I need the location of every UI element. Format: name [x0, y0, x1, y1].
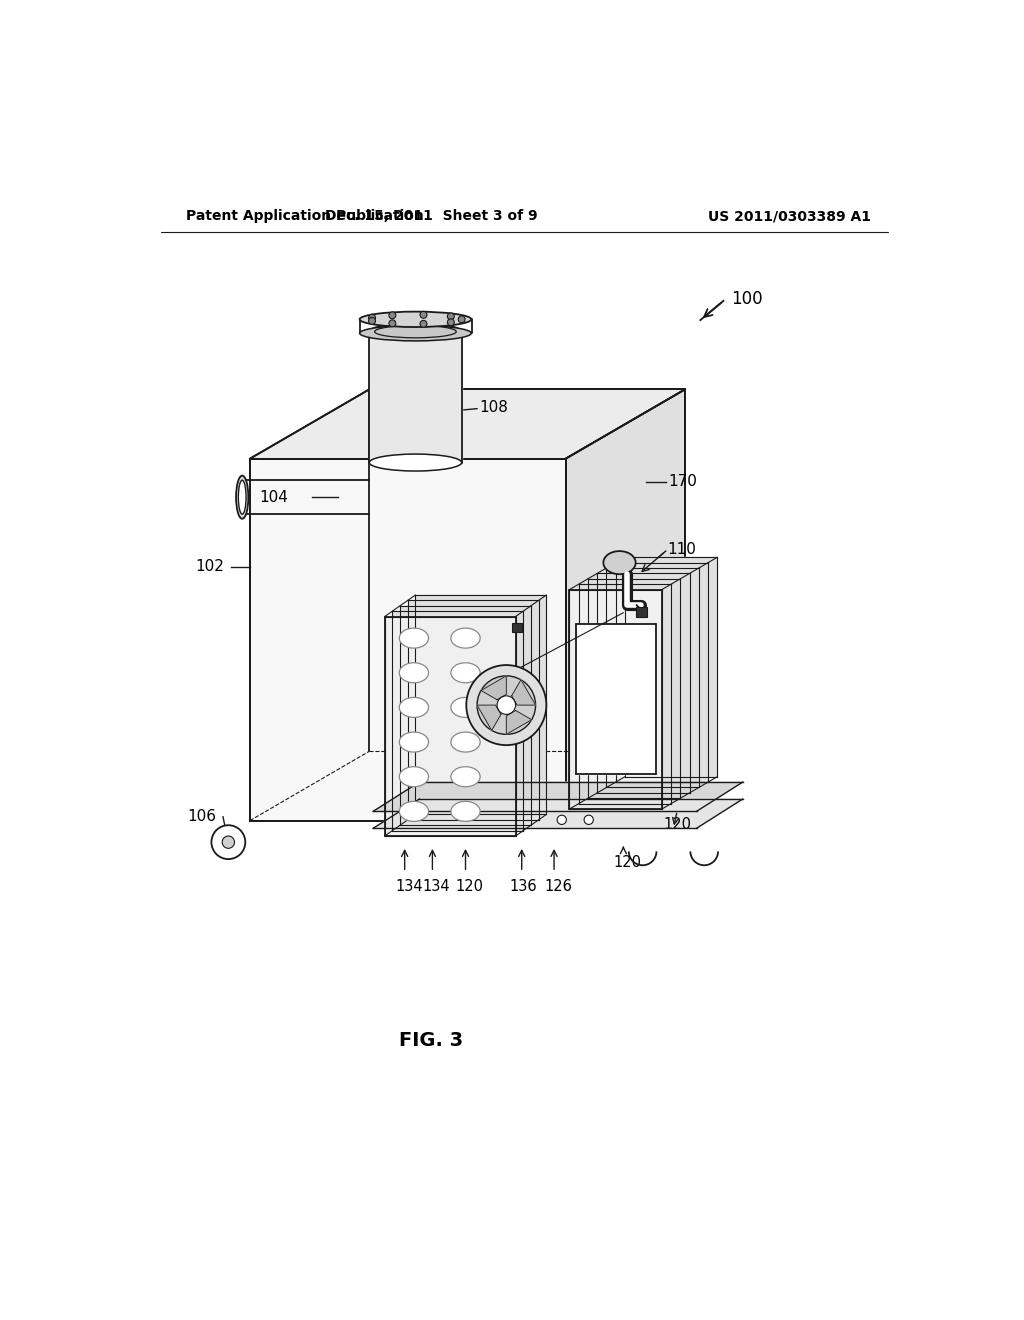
- Polygon shape: [250, 459, 565, 821]
- Circle shape: [211, 825, 246, 859]
- Polygon shape: [370, 331, 462, 462]
- Circle shape: [389, 319, 396, 327]
- Text: 134: 134: [395, 879, 423, 894]
- Polygon shape: [625, 557, 717, 776]
- Ellipse shape: [399, 733, 429, 752]
- Ellipse shape: [451, 628, 480, 648]
- Text: 120: 120: [613, 855, 641, 870]
- Polygon shape: [565, 389, 685, 821]
- Text: Patent Application Publication: Patent Application Publication: [186, 209, 424, 223]
- Text: 120: 120: [664, 817, 691, 832]
- Text: 108: 108: [479, 400, 508, 414]
- Text: 126: 126: [544, 879, 571, 894]
- Text: 106: 106: [187, 809, 217, 824]
- Circle shape: [447, 319, 455, 326]
- Circle shape: [369, 317, 376, 325]
- Polygon shape: [481, 676, 506, 700]
- Ellipse shape: [237, 475, 249, 519]
- Polygon shape: [477, 705, 501, 730]
- Ellipse shape: [370, 454, 462, 471]
- Bar: [512, 623, 522, 632]
- Circle shape: [557, 816, 566, 825]
- Text: 134: 134: [423, 879, 451, 894]
- Polygon shape: [569, 590, 662, 809]
- Circle shape: [369, 314, 376, 321]
- Polygon shape: [575, 624, 655, 775]
- Text: FIG. 3: FIG. 3: [398, 1031, 463, 1049]
- Polygon shape: [606, 568, 698, 788]
- Circle shape: [458, 315, 465, 323]
- Ellipse shape: [399, 663, 429, 682]
- Polygon shape: [597, 573, 689, 793]
- Circle shape: [222, 836, 234, 849]
- Ellipse shape: [399, 767, 429, 787]
- Text: 136: 136: [510, 879, 537, 894]
- Polygon shape: [579, 585, 671, 804]
- Ellipse shape: [359, 326, 471, 341]
- Ellipse shape: [399, 697, 429, 718]
- Text: 120: 120: [456, 879, 483, 894]
- Ellipse shape: [451, 767, 480, 787]
- Text: 100: 100: [731, 289, 763, 308]
- Bar: [637, 607, 647, 616]
- Polygon shape: [512, 680, 536, 705]
- Circle shape: [420, 312, 427, 318]
- Ellipse shape: [375, 326, 457, 338]
- Polygon shape: [373, 799, 742, 829]
- Ellipse shape: [603, 552, 636, 574]
- Polygon shape: [385, 616, 515, 836]
- Circle shape: [477, 676, 536, 734]
- Ellipse shape: [399, 628, 429, 648]
- Ellipse shape: [451, 697, 480, 718]
- Circle shape: [420, 321, 427, 327]
- Text: US 2011/0303389 A1: US 2011/0303389 A1: [708, 209, 871, 223]
- Circle shape: [466, 665, 547, 744]
- Circle shape: [497, 696, 515, 714]
- Polygon shape: [506, 710, 531, 734]
- Circle shape: [584, 816, 593, 825]
- Polygon shape: [408, 601, 539, 820]
- Ellipse shape: [239, 480, 246, 515]
- Text: 102: 102: [196, 558, 224, 574]
- Ellipse shape: [451, 801, 480, 821]
- Circle shape: [389, 312, 396, 319]
- Polygon shape: [373, 781, 742, 812]
- Polygon shape: [392, 611, 523, 830]
- Ellipse shape: [399, 801, 429, 821]
- Polygon shape: [250, 389, 685, 459]
- Text: Dec. 15, 2011  Sheet 3 of 9: Dec. 15, 2011 Sheet 3 of 9: [325, 209, 538, 223]
- Circle shape: [447, 313, 455, 319]
- Polygon shape: [615, 562, 708, 781]
- Text: 170: 170: [668, 474, 697, 490]
- Ellipse shape: [370, 323, 462, 341]
- Text: 110: 110: [668, 543, 696, 557]
- Ellipse shape: [451, 663, 480, 682]
- Polygon shape: [400, 606, 531, 825]
- Polygon shape: [588, 579, 680, 799]
- Ellipse shape: [451, 733, 480, 752]
- Ellipse shape: [359, 312, 471, 327]
- Text: 104: 104: [259, 490, 289, 504]
- Polygon shape: [416, 595, 547, 814]
